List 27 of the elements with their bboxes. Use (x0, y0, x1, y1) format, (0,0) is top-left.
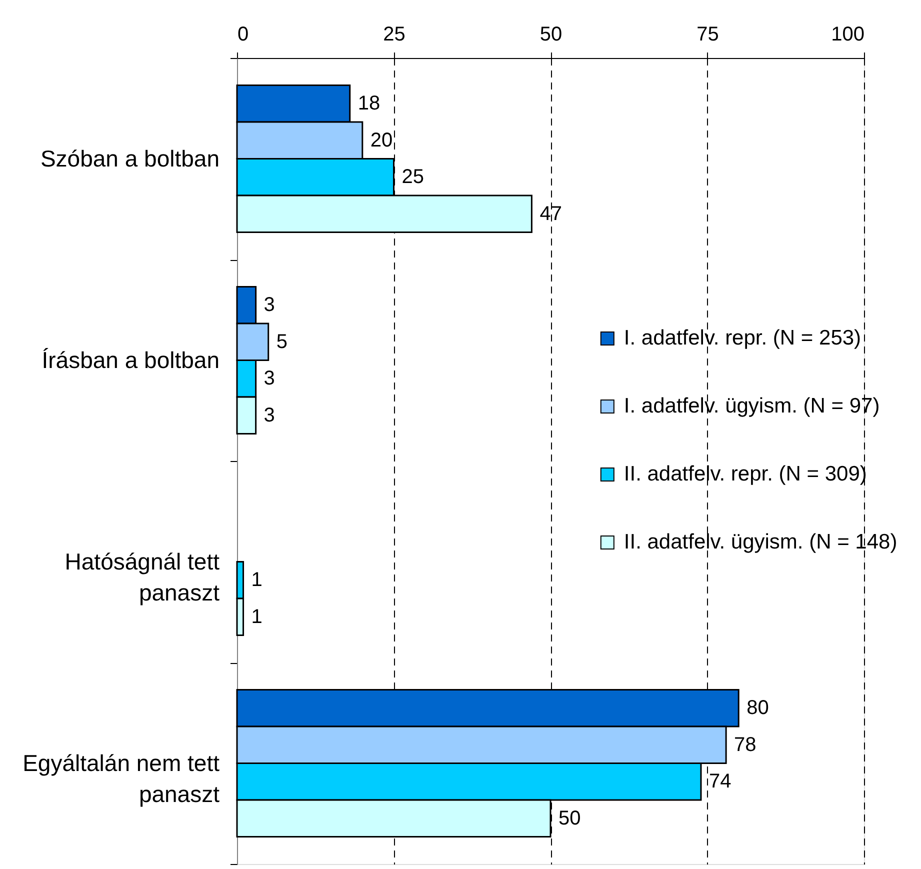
data-label: 3 (264, 294, 275, 316)
legend-label: I. adatfelv. ügyism. (N = 97) (624, 394, 880, 418)
legend-label: II. adatfelv. repr. (N = 309) (624, 462, 867, 486)
data-label: 18 (358, 92, 380, 115)
data-label: 78 (734, 734, 756, 756)
y-tick-label: Egyáltalán nem tett panaszt (22, 750, 220, 807)
legend-label: II. adatfelv. ügyism. (N = 148) (624, 530, 898, 554)
x-tick-label: 25 (383, 24, 406, 46)
data-label: 3 (264, 404, 275, 426)
data-label: 74 (708, 770, 732, 793)
data-label: 25 (402, 166, 424, 188)
data-label: 50 (558, 807, 581, 830)
data-label: 47 (540, 202, 562, 225)
data-label: 20 (370, 129, 393, 152)
data-label: 80 (746, 697, 769, 720)
y-tick-label: Szóban a boltban (40, 145, 220, 172)
x-tick-label: 75 (696, 24, 719, 46)
data-label: 3 (264, 368, 275, 390)
y-tick-label: Írásban a boltban (42, 346, 220, 373)
legend-label: I. adatfelv. repr. (N = 253) (624, 326, 862, 350)
x-tick-label: 100 (831, 24, 864, 46)
x-tick-label: 50 (540, 24, 562, 46)
data-label: 1 (251, 606, 262, 628)
y-tick-label: Hatóságnál tett panaszt (64, 548, 220, 606)
data-label: 1 (251, 569, 262, 592)
x-tick-label: 0 (238, 24, 249, 46)
data-label: 5 (276, 330, 288, 353)
